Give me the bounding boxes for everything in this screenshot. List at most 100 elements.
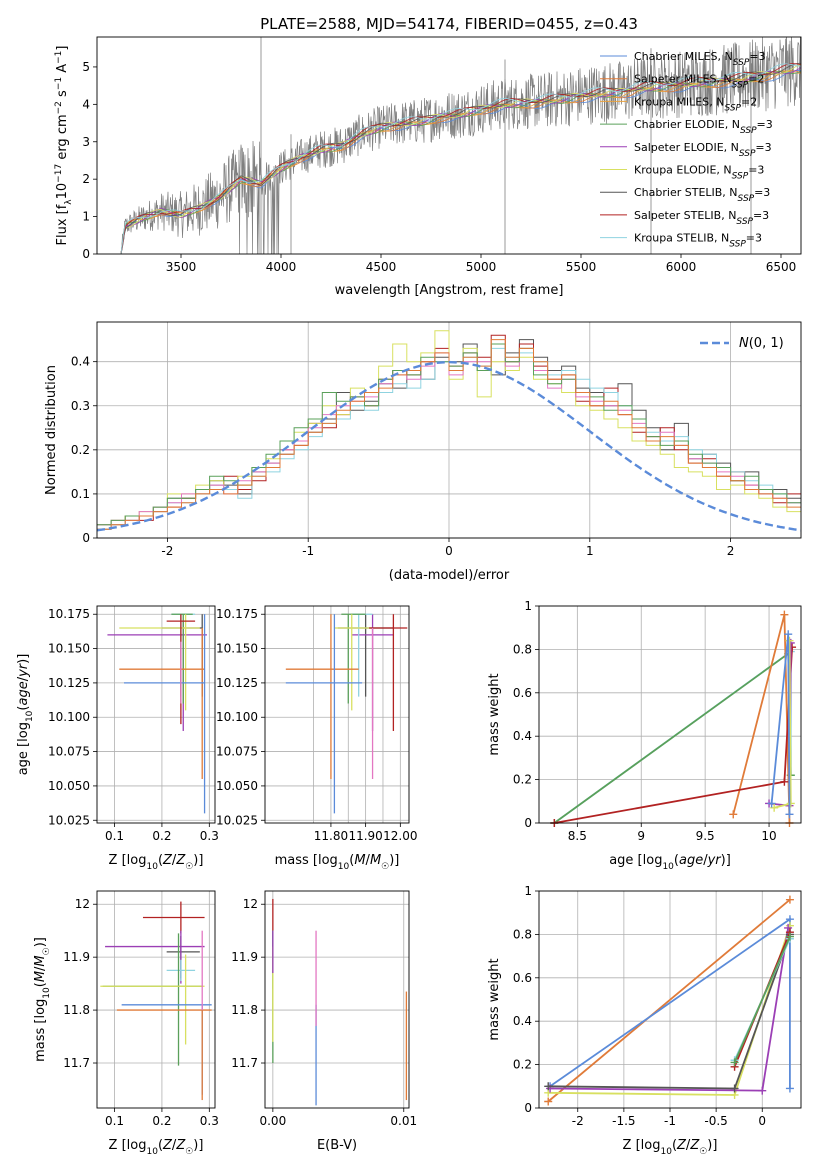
x-tick-label: 0.2: [152, 829, 171, 843]
y-tick-label: 12: [243, 897, 258, 911]
label-part: /: [33, 966, 48, 971]
label-part: =3: [757, 118, 773, 131]
weight-marker: [780, 777, 789, 786]
label-part: Flux [f: [55, 204, 70, 245]
axes-mass-weight-vs-Z: -2 -1.5 -1 -0.5 000.20.40.60.81Z [log10(Z/Z☉…: [487, 884, 802, 1157]
label-part: (: [672, 1138, 677, 1153]
label-part: Kroupa MILES, N: [634, 95, 724, 108]
legend-label: Chabrier STELIB, NSSP=3: [634, 186, 770, 204]
axes-frame: [538, 605, 802, 824]
y-tick-label: 10.175: [216, 607, 258, 621]
y-tick-label: 0.4: [513, 729, 532, 743]
y-axis-label: Normed distribution: [44, 365, 59, 495]
x-tick-label: -1: [664, 1114, 676, 1128]
y-tick-label: 12: [75, 897, 90, 911]
y-tick-label: 10.125: [216, 676, 258, 690]
x-tick-label: 4500: [366, 260, 397, 274]
histogram-step-line: [97, 343, 801, 526]
legend-label: Salpeter ELODIE, NSSP=3: [634, 141, 772, 159]
weight-line: [733, 936, 791, 1063]
label-part: M: [370, 853, 381, 868]
axes-frame: [96, 890, 216, 1109]
y-tick-label: 10.150: [216, 642, 258, 656]
label-part: M: [33, 971, 48, 982]
x-axis-label: Z [log10(Z/Z☉)]: [109, 853, 204, 872]
label-part: ☉: [185, 1147, 193, 1157]
weight-marker: [767, 799, 776, 808]
axes-frame: [264, 890, 410, 1109]
label-part: =3: [755, 141, 771, 154]
label-part: s: [55, 90, 70, 101]
y-tick-label: 0.3: [71, 399, 90, 413]
x-tick-label: -1.5: [612, 1114, 635, 1128]
label-part: )]: [389, 853, 399, 868]
normal-curve: [97, 360, 801, 532]
label-part: Z: [689, 1138, 700, 1153]
weight-marker: [780, 610, 789, 619]
y-tick-label: 1: [524, 884, 532, 898]
label-part: SSP: [739, 149, 756, 159]
y-tick-label: 11.8: [231, 1003, 258, 1017]
label-part: −1: [54, 77, 64, 90]
y-axis-label: mass weight: [487, 958, 502, 1040]
y-tick-label: 11.7: [63, 1056, 90, 1070]
spectrum-model-line: [120, 63, 801, 254]
weight-marker: [544, 1082, 553, 1091]
label-part: yr: [16, 662, 31, 678]
weight-marker: [785, 895, 794, 904]
label-part: )]: [16, 654, 31, 664]
label-part: =3: [748, 164, 764, 177]
x-tick-label: 0.1: [105, 1114, 124, 1128]
label-part: (: [158, 853, 163, 868]
label-part: (: [349, 853, 354, 868]
weight-line: [548, 934, 791, 1090]
x-tick-label: 10: [761, 829, 776, 843]
label-part: 10: [338, 862, 350, 872]
label-part: 10: [42, 987, 52, 999]
label-part: /: [366, 853, 371, 868]
label-part: A: [55, 64, 70, 77]
label-part: λ: [64, 199, 74, 205]
y-tick-label: 0.2: [71, 443, 90, 457]
label-part: 10: [146, 862, 158, 872]
label-part: −1: [54, 51, 64, 64]
axes-frame: [96, 321, 802, 539]
legend-label: Kroupa STELIB, NSSP=3: [634, 232, 762, 250]
label-part: 10: [660, 1147, 672, 1157]
label-part: N: [739, 336, 749, 351]
y-tick-label: 0.4: [513, 1014, 532, 1028]
histogram-step-line: [97, 330, 801, 526]
label-part: Z [log: [623, 1138, 661, 1153]
x-tick-label: 0.3: [200, 1114, 219, 1128]
axes-frame: [96, 605, 216, 824]
spectrum-model-line: [120, 63, 801, 254]
legend-label: Salpeter MILES, NSSP=2: [634, 73, 764, 91]
legend-label: Kroupa ELODIE, NSSP=3: [634, 164, 764, 182]
label-part: =3: [746, 232, 762, 245]
label-part: Kroupa STELIB, N: [634, 232, 729, 245]
weight-marker: [786, 799, 795, 808]
axes-residual-histogram: -2 -1 0 1 2 0 0.1 0.2 0.3 0.4 N(0, 1) (data-model)/…: [44, 321, 802, 583]
y-tick-label: 3: [82, 135, 90, 149]
label-part: M: [33, 955, 48, 966]
y-tick-label: 11.7: [231, 1056, 258, 1070]
y-axis-label: mass weight: [487, 673, 502, 755]
weight-marker: [784, 923, 793, 932]
label-part: Z: [162, 1138, 173, 1153]
label-part: Salpeter ELODIE, N: [634, 141, 739, 154]
label-part: /: [703, 853, 708, 868]
legend-label: Chabrier MILES, NSSP=3: [634, 50, 766, 68]
label-part: mass weight: [487, 958, 502, 1040]
label-part: Chabrier STELIB, N: [634, 186, 738, 199]
label-part: −17: [54, 164, 64, 183]
label-part: ☉: [42, 947, 52, 955]
x-tick-label: 0.2: [152, 1114, 171, 1128]
label-part: yr: [707, 853, 723, 868]
y-tick-label: 10.150: [48, 642, 90, 656]
y-tick-label: 0: [82, 531, 90, 545]
y-tick-label: 0.4: [71, 355, 90, 369]
label-part: 10: [55, 183, 70, 200]
